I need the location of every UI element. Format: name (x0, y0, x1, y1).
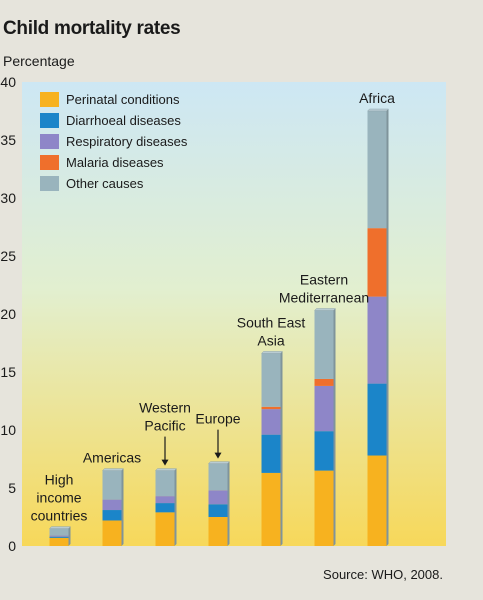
y-tick-label: 40 (0, 74, 16, 90)
y-tick-label: 25 (0, 248, 16, 264)
page-title: Child mortality rates (3, 18, 181, 39)
legend-label: Perinatal conditions (66, 92, 180, 107)
source-note: Source: WHO, 2008. (323, 567, 443, 582)
bar-top-cap (154, 468, 178, 471)
bar-segment (102, 520, 122, 546)
bar-segment (49, 535, 69, 537)
bar-side-shade (121, 468, 124, 546)
bar-segment (102, 499, 122, 511)
bar-top-cap (260, 351, 284, 354)
legend-swatch (40, 113, 59, 128)
bar-side-shade (227, 461, 230, 546)
bar-segment (49, 528, 69, 536)
bar-side-shade (333, 308, 336, 546)
category-label: Eastern Mediterranean (279, 272, 369, 306)
legend-label: Diarrhoeal diseases (66, 113, 181, 128)
y-tick-label: 30 (0, 190, 16, 206)
bar-segment (102, 510, 122, 521)
y-tick-label: 35 (0, 132, 16, 148)
bar-side-shade (68, 526, 71, 546)
bar-top-cap (366, 108, 390, 112)
bar-segment (314, 378, 334, 386)
bar-segment (261, 409, 281, 435)
y-tick-label: 10 (0, 422, 16, 438)
bar-segment (261, 353, 281, 407)
category-label: Americas (83, 450, 141, 466)
bar-segment (49, 536, 69, 538)
legend-swatch (40, 176, 59, 191)
bar-segment (314, 470, 334, 546)
category-label: Europe (195, 411, 240, 427)
bar-segment (367, 296, 387, 384)
bar-segment (261, 406, 281, 410)
category-label: South East Asia (237, 314, 306, 348)
bar-top-cap (48, 526, 72, 529)
bar-segment (49, 537, 69, 546)
y-axis-unit-label: Percentage (3, 53, 75, 69)
bar-segment (367, 383, 387, 456)
bar-top-cap (101, 468, 125, 471)
category-arrow-head (161, 459, 169, 466)
legend-swatch (40, 155, 59, 170)
y-tick-label: 0 (8, 538, 16, 554)
bar-segment (208, 490, 228, 505)
bar-side-shade (386, 109, 389, 546)
bar-segment (261, 472, 281, 546)
bar-segment (155, 496, 175, 504)
bar-segment (155, 470, 175, 497)
legend-label: Respiratory diseases (66, 134, 188, 149)
bar-segment (314, 385, 334, 432)
legend-swatch (40, 134, 59, 149)
category-label: Africa (359, 90, 395, 106)
bar-segment (367, 228, 387, 297)
bar-top-cap (313, 308, 337, 311)
bar-segment (208, 517, 228, 546)
bar-side-shade (174, 468, 177, 546)
y-tick-label: 20 (0, 306, 16, 322)
legend-label: Other causes (66, 176, 144, 191)
bar-segment (155, 512, 175, 546)
bar-side-shade (280, 351, 283, 546)
category-arrow-head (214, 452, 222, 459)
bar-segment (367, 111, 387, 229)
bar-segment (367, 455, 387, 546)
y-tick-label: 15 (0, 364, 16, 380)
category-label: High income countries (31, 472, 88, 524)
y-tick-label: 5 (8, 480, 16, 496)
bar-segment (261, 434, 281, 473)
bar-segment (208, 463, 228, 491)
bar-segment (314, 310, 334, 379)
category-label: Western Pacific (139, 400, 191, 434)
bar-segment (314, 431, 334, 471)
bar-top-cap (207, 461, 231, 464)
legend-label: Malaria diseases (66, 155, 164, 170)
bar-segment (208, 504, 228, 517)
bar-segment (155, 503, 175, 513)
bar-segment (102, 470, 122, 500)
legend-swatch (40, 92, 59, 107)
